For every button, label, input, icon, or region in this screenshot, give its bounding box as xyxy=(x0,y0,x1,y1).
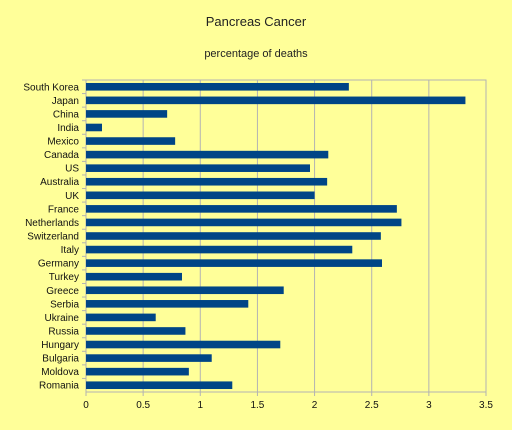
bar xyxy=(86,123,102,132)
bar xyxy=(86,367,189,376)
chart-subtitle: percentage of deaths xyxy=(204,48,308,60)
bar xyxy=(86,272,182,281)
bar xyxy=(86,150,329,159)
category-label: Germany xyxy=(38,259,79,270)
category-label: Mexico xyxy=(47,137,79,148)
bar xyxy=(86,137,176,145)
category-label: China xyxy=(53,109,80,120)
category-label: Japan xyxy=(52,96,79,107)
category-label: Ukraine xyxy=(45,313,80,324)
bar xyxy=(86,96,466,105)
category-label: France xyxy=(48,204,80,215)
category-label: India xyxy=(57,123,79,134)
category-label: Netherlands xyxy=(25,218,79,229)
category-label: Turkey xyxy=(49,272,79,283)
x-tick-label: 0.5 xyxy=(136,400,150,411)
category-label: UK xyxy=(65,191,79,202)
bar xyxy=(86,327,186,335)
category-label: Romania xyxy=(39,381,79,392)
category-labels: South Korea Japan China India Mexico Canada US… xyxy=(23,79,86,392)
category-label: Bulgaria xyxy=(42,354,79,365)
bar xyxy=(86,300,249,308)
category-label: Moldova xyxy=(41,367,79,378)
bar xyxy=(86,313,156,322)
category-label: US xyxy=(65,164,79,175)
bar xyxy=(86,218,402,227)
x-tick-label: 2.5 xyxy=(365,400,379,411)
bar xyxy=(86,381,233,390)
chart-title: Pancreas Cancer xyxy=(206,14,307,29)
x-tick-label: 2 xyxy=(312,400,318,411)
bar xyxy=(86,191,315,200)
bar xyxy=(86,245,353,254)
category-label: Hungary xyxy=(41,340,79,351)
category-label: Greece xyxy=(46,286,79,297)
category-label: South Korea xyxy=(23,82,79,93)
category-label: Switzerland xyxy=(27,232,79,243)
bar xyxy=(86,110,168,118)
x-tick-label: 1.5 xyxy=(250,400,264,411)
x-tick-label: 0 xyxy=(83,400,89,411)
bar xyxy=(86,232,381,240)
bar xyxy=(86,164,310,172)
category-label: Australia xyxy=(40,177,79,188)
x-tick-label: 3.5 xyxy=(479,400,493,411)
bar xyxy=(86,259,382,267)
category-label: Italy xyxy=(61,245,79,256)
bar xyxy=(86,354,212,362)
bars xyxy=(86,82,466,390)
bar xyxy=(86,286,284,295)
category-label: Russia xyxy=(48,326,79,337)
bar xyxy=(86,205,397,213)
category-label: Serbia xyxy=(50,299,79,310)
x-tick-label: 3 xyxy=(426,400,432,411)
category-label: Canada xyxy=(44,150,79,161)
bar xyxy=(86,340,281,349)
x-axis-ticks: 0 0.5 1 1.5 2 2.5 3 3.5 xyxy=(83,392,493,411)
bar xyxy=(86,177,328,186)
bar xyxy=(86,82,349,91)
x-tick-label: 1 xyxy=(198,400,204,411)
